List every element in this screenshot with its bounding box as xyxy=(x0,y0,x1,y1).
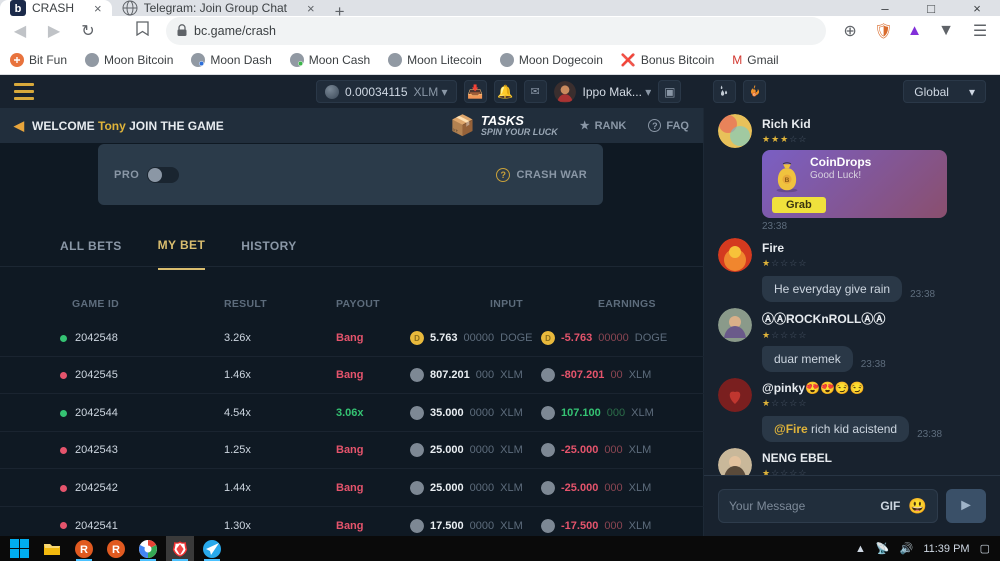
svg-text:D: D xyxy=(414,334,420,343)
svg-text:B: B xyxy=(785,177,790,184)
svg-text:b: b xyxy=(15,3,22,15)
svg-text:R: R xyxy=(112,544,120,556)
svg-text:R: R xyxy=(80,544,88,556)
svg-text:D: D xyxy=(545,334,551,343)
